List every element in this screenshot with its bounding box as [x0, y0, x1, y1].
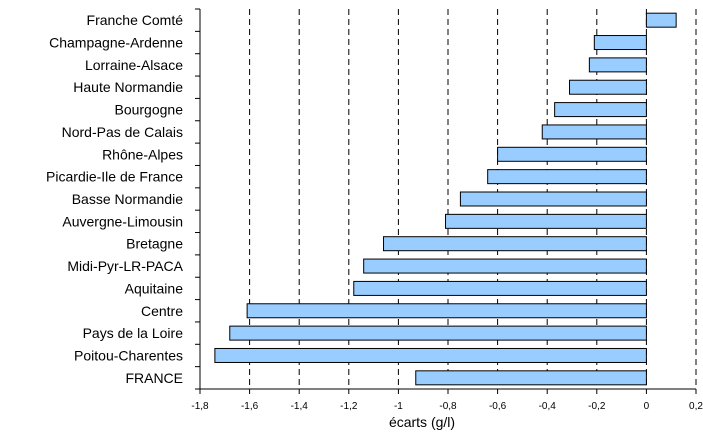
category-label: Midi-Pyr-LR-PACA — [67, 258, 183, 274]
bar — [497, 146, 647, 162]
x-tick-labels: -1,8 -1,6 -1,4 -1,2 -1 -0,8 -0,6 -0,4 -0,2 0 0,2 — [191, 401, 703, 412]
bar — [445, 213, 647, 229]
category-label: Nord-Pas de Calais — [62, 124, 183, 140]
x-tick-label: -1 — [394, 401, 403, 412]
bar — [541, 124, 647, 140]
category-label: Bourgogne — [114, 102, 183, 118]
x-tick-label: -1,8 — [191, 401, 209, 412]
category-label: Bretagne — [126, 236, 183, 252]
x-tick-label: -0,6 — [489, 401, 507, 412]
bar — [588, 57, 647, 73]
x-tick-label: -0,8 — [439, 401, 457, 412]
x-tick-label: 0,2 — [689, 401, 703, 412]
bar — [214, 347, 647, 363]
bar — [246, 303, 647, 319]
x-axis-title: écarts (g/l) — [389, 414, 455, 430]
category-label: Basse Normandie — [72, 191, 183, 207]
category-label: Centre — [141, 303, 183, 319]
category-label: Pays de la Loire — [83, 325, 184, 341]
category-label: Franche Comté — [87, 12, 184, 28]
category-label: Auvergne-Limousin — [62, 213, 183, 229]
x-tick-label: -1,6 — [241, 401, 259, 412]
bar — [363, 258, 647, 274]
x-tick-label: -0,4 — [539, 401, 557, 412]
x-tick-label: -1,4 — [291, 401, 309, 412]
bar — [353, 280, 647, 296]
bar — [554, 102, 647, 118]
bar — [383, 236, 647, 252]
category-label: Champagne-Ardenne — [49, 35, 183, 51]
bar — [229, 325, 647, 341]
bar — [593, 35, 647, 51]
x-tick-label: 0 — [644, 401, 650, 412]
category-label: Poitou-Charentes — [74, 347, 183, 363]
category-label: Aquitaine — [125, 280, 184, 296]
bar — [415, 370, 647, 386]
x-tick-label: -0,2 — [588, 401, 606, 412]
category-labels: Franche Comté Champagne-Ardenne Lorraine-A… — [46, 12, 184, 386]
bar — [569, 79, 647, 95]
bar — [487, 169, 647, 185]
bar — [459, 191, 647, 207]
bar — [645, 12, 677, 28]
category-label: Picardie-Ile de France — [46, 169, 183, 185]
x-tick-label: -1,2 — [340, 401, 358, 412]
bars — [214, 12, 677, 386]
category-label: Haute Normandie — [73, 79, 183, 95]
category-label: Rhône-Alpes — [102, 146, 183, 162]
axes — [195, 8, 697, 394]
category-label: FRANCE — [125, 370, 183, 386]
category-label: Lorraine-Alsace — [85, 57, 183, 73]
